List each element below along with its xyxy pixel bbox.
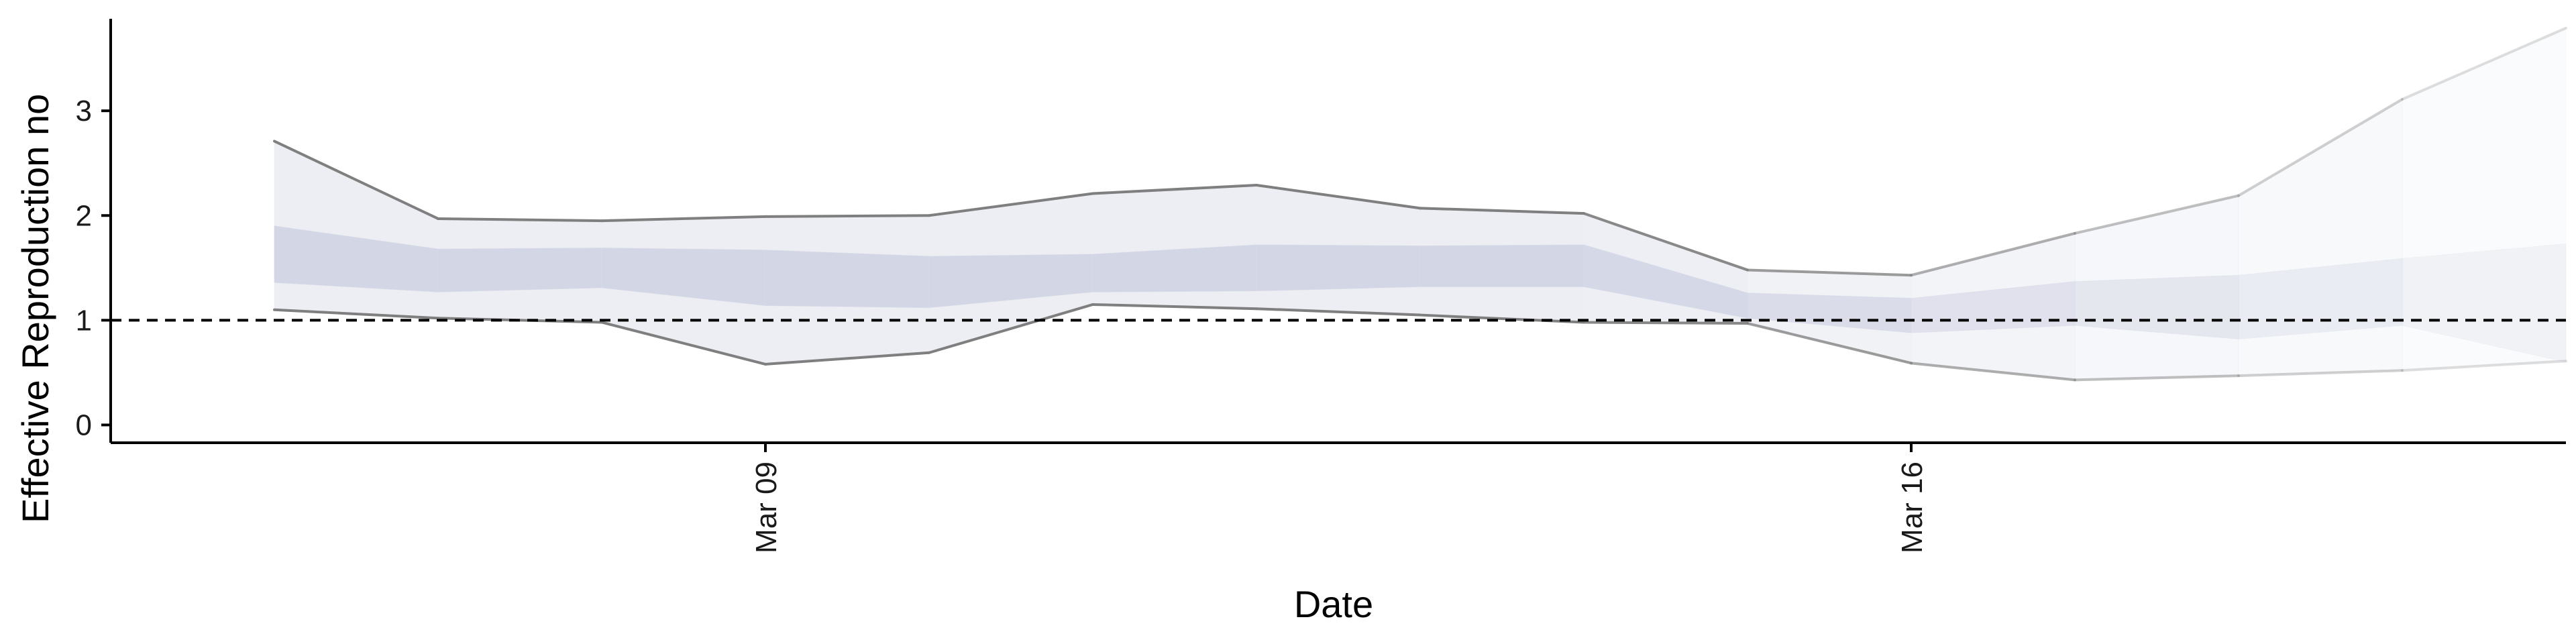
upper-outer-bound-segment (1746, 268, 1913, 277)
upper-outer-bound-segment (273, 140, 439, 220)
inner-band-segment (2074, 274, 2239, 340)
upper-outer-bound-segment (764, 214, 930, 218)
lower-outer-bound-segment (2237, 369, 2404, 378)
lower-outer-bound-segment (928, 303, 1094, 354)
upper-outer-bound-segment (1910, 231, 2076, 277)
upper-outer-bound-segment (2401, 26, 2567, 101)
upper-outer-bound-segment (928, 192, 1094, 217)
lower-outer-bound-segment (1910, 362, 2076, 382)
credible-interval-bands (274, 28, 2567, 380)
lower-outer-bound-segment (2401, 360, 2567, 372)
upper-outer-bound-segment (1255, 184, 1421, 210)
outer-band-segment (2238, 99, 2403, 376)
x-axis-ticks: Mar 09 Mar 16 (750, 443, 1929, 553)
lower-outer-bound-segment (764, 351, 930, 366)
outer-band-segment (2402, 28, 2567, 371)
y-axis-ticks: 0 1 2 3 (76, 95, 111, 441)
upper-outer-bound-segment (437, 217, 603, 223)
inner-band-segment (765, 250, 930, 309)
inner-band-segment (2402, 243, 2567, 363)
upper-outer-bound-segment (1091, 184, 1258, 195)
inner-band-segment (1419, 244, 1585, 287)
x-tick-label: Mar 16 (1896, 462, 1929, 553)
upper-outer-bound-segment (1419, 207, 1585, 215)
upper-outer-bound-segment (2074, 194, 2240, 235)
lower-outer-bound-segment (273, 308, 439, 320)
lower-outer-bound-segment (1746, 322, 1913, 365)
y-tick-label: 3 (76, 95, 92, 127)
lower-outer-bound-segment (1582, 321, 1749, 325)
interval-bound-lines (273, 26, 2567, 382)
lower-outer-bound-segment (1091, 303, 1258, 311)
lower-outer-bound-segment (600, 321, 767, 366)
upper-outer-bound-segment (1582, 212, 1749, 272)
x-tick-label: Mar 09 (750, 462, 783, 553)
y-tick-label: 2 (76, 199, 92, 232)
upper-outer-bound-segment (600, 215, 767, 223)
lower-outer-bound-segment (1419, 313, 1585, 324)
y-tick-label: 0 (76, 409, 92, 441)
outer-band-segment (2074, 195, 2239, 380)
upper-outer-bound-segment (2237, 98, 2404, 197)
x-axis-title: Date (1294, 583, 1373, 625)
inner-band-segment (1256, 244, 1421, 292)
y-tick-label: 1 (76, 304, 92, 337)
lower-outer-bound-segment (1255, 307, 1421, 317)
lower-outer-bound-segment (2074, 374, 2240, 382)
y-axis-title: Effective Reproduction no (14, 94, 56, 523)
inner-band-segment (437, 248, 602, 292)
